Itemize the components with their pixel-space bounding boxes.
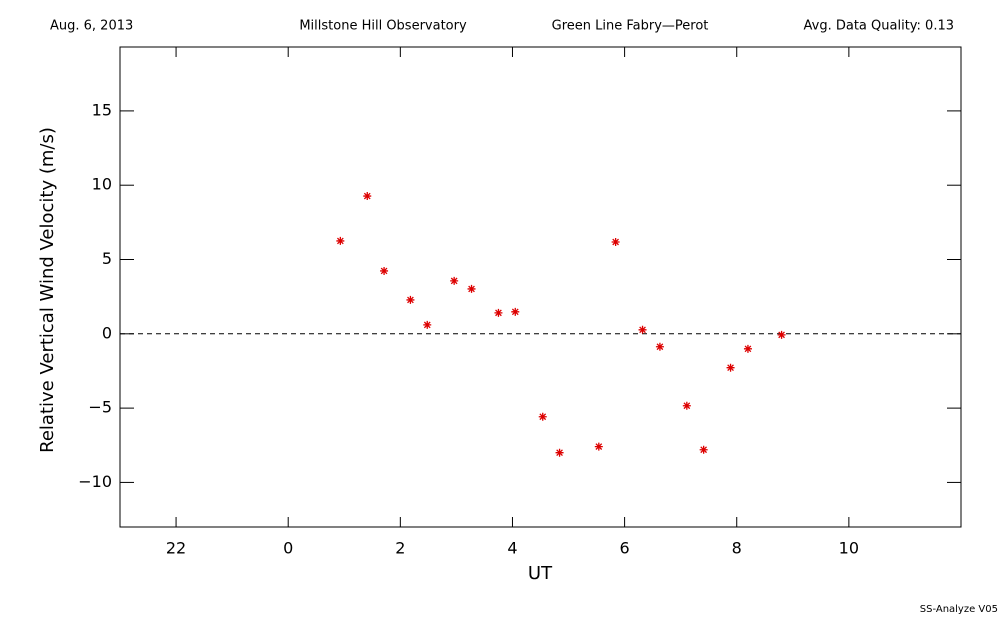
footer-label: SS-Analyze V05	[920, 604, 998, 615]
plot-frame	[119, 46, 962, 528]
instrument-label: Green Line Fabry—Perot	[552, 19, 709, 34]
x-tick-label: 0	[283, 539, 293, 558]
data-point	[538, 412, 547, 421]
x-tick-label: 2	[395, 539, 405, 558]
data-point	[638, 325, 647, 334]
y-tick-label: −5	[88, 398, 112, 417]
data-point	[450, 276, 459, 285]
data-point	[699, 445, 708, 454]
x-tick-label: 8	[732, 539, 742, 558]
data-point	[406, 295, 415, 304]
data-point	[726, 363, 735, 372]
y-tick-label: 15	[92, 100, 112, 119]
data-point	[655, 342, 664, 351]
data-point	[467, 284, 476, 293]
data-point	[363, 192, 372, 201]
x-tick-label: 4	[507, 539, 517, 558]
observatory-label: Millstone Hill Observatory	[299, 19, 467, 34]
data-point	[743, 344, 752, 353]
x-tick-label: 10	[839, 539, 859, 558]
data-point	[777, 330, 786, 339]
data-point	[611, 237, 620, 246]
y-tick-label: 0	[102, 323, 112, 342]
data-point	[511, 307, 520, 316]
data-point	[594, 442, 603, 451]
data-point	[494, 308, 503, 317]
data-point	[336, 236, 345, 245]
y-tick-label: −10	[78, 472, 112, 491]
y-axis-label: Relative Vertical Wind Velocity (m/s)	[37, 127, 58, 453]
quality-label: Avg. Data Quality: 0.13	[804, 19, 954, 34]
x-axis-label: UT	[528, 563, 553, 584]
data-point	[380, 266, 389, 275]
data-point	[423, 320, 432, 329]
y-tick-label: 5	[102, 249, 112, 268]
x-tick-label: 22	[166, 539, 186, 558]
y-tick-label: 10	[92, 175, 112, 194]
x-tick-label: 6	[620, 539, 630, 558]
data-point	[682, 401, 691, 410]
data-point	[555, 448, 564, 457]
date-label: Aug. 6, 2013	[50, 19, 133, 34]
